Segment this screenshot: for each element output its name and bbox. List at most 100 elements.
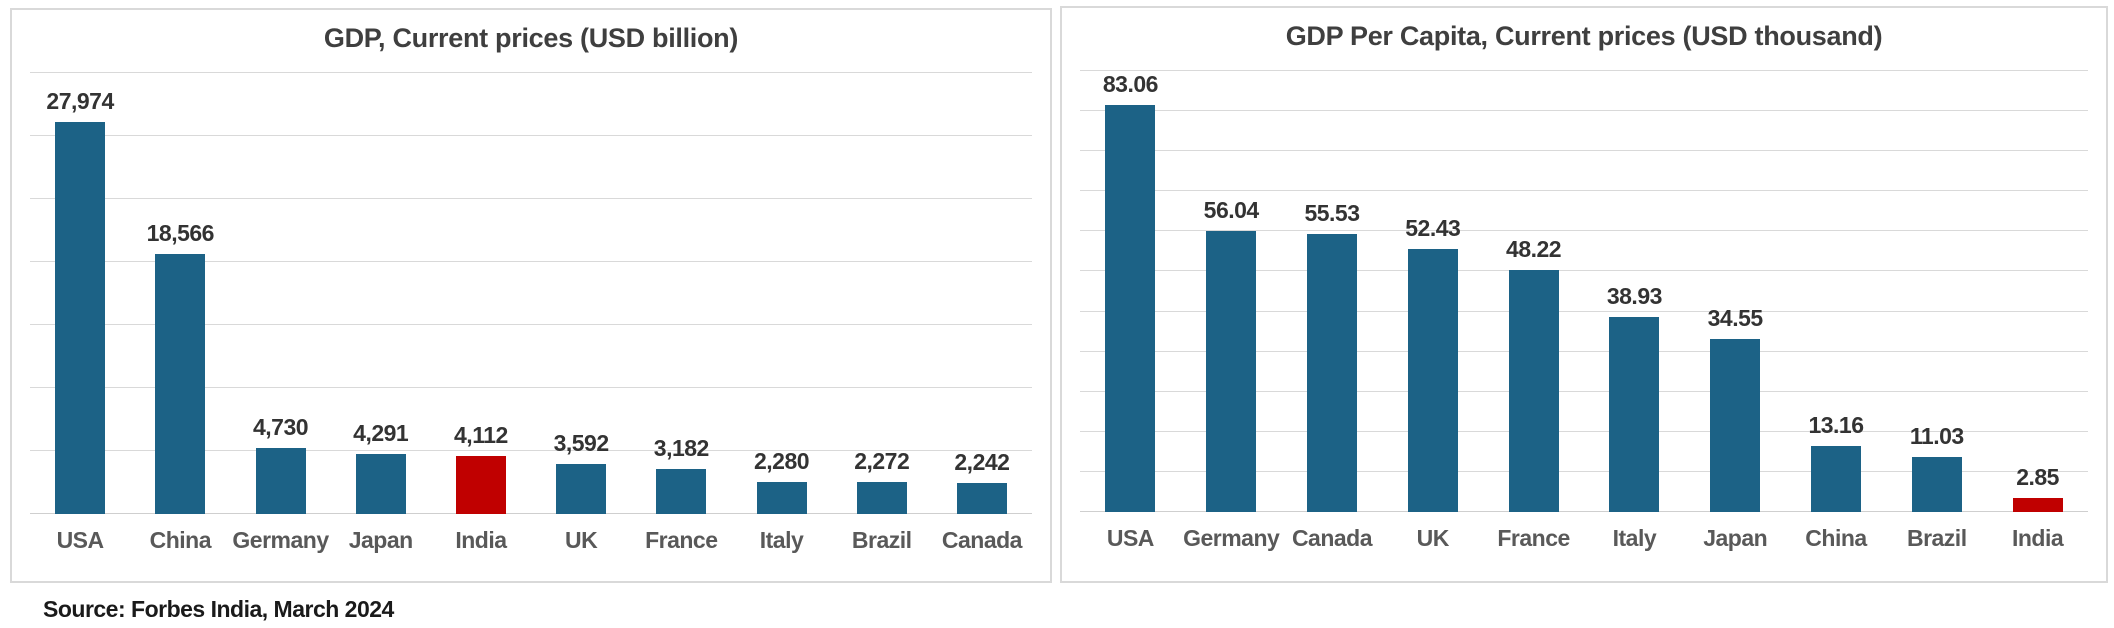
bar-india bbox=[2012, 497, 2063, 512]
bar-slot-canada: 2,242 bbox=[932, 73, 1032, 514]
category-label-italy: Italy bbox=[759, 527, 804, 553]
gdp-chart-category-axis: USA China Germany Japan India UK France Italy Br… bbox=[30, 527, 1032, 554]
category-label-uk: UK bbox=[565, 527, 598, 553]
bar-value-label-india: 2.85 bbox=[2016, 463, 2059, 490]
bar-japan bbox=[355, 453, 406, 514]
gridline bbox=[1080, 70, 2088, 71]
category-label-brazil: Brazil bbox=[1906, 525, 1967, 551]
bar-china bbox=[155, 254, 206, 514]
bar-slot-italy: 38.93 bbox=[1584, 71, 1685, 512]
bar-slot-usa: 27,974 bbox=[30, 73, 130, 514]
bar-slot-france: 3,182 bbox=[631, 73, 731, 514]
bar-value-label-china: 18,566 bbox=[146, 220, 215, 247]
bar-slot-uk: 52.43 bbox=[1382, 71, 1483, 512]
bar-slot-japan: 4,291 bbox=[331, 73, 431, 514]
bar-brazil bbox=[1911, 456, 1962, 512]
gdp-per-capita-chart-plot-area: 83.06 56.04 55.53 52.43 48.22 38.93 34.55 13.16… bbox=[1080, 70, 2088, 512]
category-label-canada: Canada bbox=[1291, 525, 1373, 551]
bar-value-label-france: 3,182 bbox=[653, 435, 710, 462]
bar-canada bbox=[956, 482, 1007, 514]
bar-value-label-canada: 2,242 bbox=[954, 448, 1010, 475]
gridline bbox=[30, 261, 1032, 262]
category-label-italy: Italy bbox=[1612, 525, 1657, 551]
bar-slot-france: 48.22 bbox=[1483, 71, 1584, 512]
bar-slot-india: 2.85 bbox=[1987, 71, 2088, 512]
bar-china bbox=[1810, 446, 1861, 512]
bar-slot-uk: 3,592 bbox=[531, 73, 631, 514]
bar-value-label-france: 48.22 bbox=[1506, 236, 1562, 263]
bar-usa bbox=[55, 122, 106, 514]
category-label-usa: USA bbox=[1106, 525, 1155, 551]
category-label-germany: Germany bbox=[1183, 525, 1280, 551]
category-label-brazil: Brazil bbox=[851, 527, 912, 553]
bar-value-label-japan: 34.55 bbox=[1707, 304, 1764, 331]
gridline bbox=[1080, 350, 2088, 352]
gridline bbox=[1080, 230, 2088, 232]
gridline bbox=[1080, 310, 2088, 312]
gridline bbox=[1080, 470, 2088, 472]
bar-germany bbox=[255, 447, 306, 514]
bar-slot-brazil: 11.03 bbox=[1886, 71, 1987, 512]
bar-value-label-germany: 56.04 bbox=[1203, 197, 1260, 224]
x-axis-line bbox=[1080, 511, 2088, 512]
bar-germany bbox=[1206, 231, 1257, 512]
category-label-usa: USA bbox=[56, 527, 105, 553]
gridline bbox=[30, 198, 1032, 199]
bar-value-label-germany: 4,730 bbox=[252, 413, 309, 440]
bar-value-label-brazil: 11.03 bbox=[1909, 422, 1964, 449]
category-label-canada: Canada bbox=[941, 527, 1023, 553]
bar-italy bbox=[1609, 316, 1660, 512]
bar-japan bbox=[1710, 338, 1761, 512]
category-label-china: China bbox=[149, 527, 212, 553]
gridline bbox=[30, 387, 1032, 388]
bar-value-label-uk: 52.43 bbox=[1405, 215, 1461, 242]
gridline bbox=[30, 450, 1032, 451]
gdp-chart-title: GDP, Current prices (USD billion) bbox=[323, 23, 739, 53]
gridline bbox=[1080, 150, 2088, 152]
bar-value-label-italy: 2,280 bbox=[753, 448, 810, 475]
bar-value-label-usa: 83.06 bbox=[1102, 71, 1159, 97]
x-axis-line bbox=[30, 513, 1032, 514]
gdp-per-capita-chart-category-axis: USA Germany Canada UK France Italy Japan China B… bbox=[1080, 525, 2088, 552]
bar-slot-japan: 34.55 bbox=[1685, 71, 1786, 512]
bar-uk bbox=[1407, 249, 1458, 512]
category-label-japan: Japan bbox=[1703, 525, 1768, 551]
category-label-france: France bbox=[645, 527, 718, 553]
gdp-chart-plot-area: 27,974 18,566 4,730 4,291 4,112 3,592 3,182 2,2… bbox=[30, 72, 1032, 514]
bar-value-label-china: 13.16 bbox=[1808, 412, 1864, 439]
bar-slot-india: 4,112 bbox=[431, 73, 531, 514]
gridline bbox=[1080, 270, 2088, 272]
bar-slot-canada: 55.53 bbox=[1282, 71, 1383, 512]
bar-italy bbox=[756, 482, 807, 514]
bar-usa bbox=[1105, 105, 1156, 512]
gridline bbox=[1080, 430, 2088, 432]
bar-uk bbox=[556, 463, 607, 514]
bar-slot-brazil: 2,272 bbox=[832, 73, 932, 514]
category-label-uk: UK bbox=[1416, 525, 1450, 551]
gridline bbox=[30, 72, 1032, 73]
bar-value-label-italy: 38.93 bbox=[1606, 282, 1663, 309]
bar-france bbox=[656, 469, 707, 514]
gridline bbox=[1080, 190, 2088, 192]
bar-slot-china: 18,566 bbox=[130, 73, 230, 514]
bar-slot-usa: 83.06 bbox=[1080, 71, 1181, 512]
bar-value-label-canada: 55.53 bbox=[1304, 199, 1360, 226]
bar-india bbox=[455, 456, 506, 514]
bar-value-label-usa: 27,974 bbox=[46, 88, 114, 115]
bar-value-label-uk: 3,592 bbox=[553, 429, 610, 456]
gridline bbox=[1080, 390, 2088, 392]
bar-brazil bbox=[856, 482, 907, 514]
source-note: Source: Forbes India, March 2024 bbox=[43, 596, 394, 622]
bar-slot-germany: 56.04 bbox=[1181, 71, 1282, 512]
category-label-china: China bbox=[1805, 525, 1867, 551]
category-label-india: India bbox=[2011, 525, 2064, 551]
gdp-per-capita-chart-title: GDP Per Capita, Current prices (USD thou… bbox=[1285, 21, 1883, 51]
gridline bbox=[30, 324, 1032, 325]
bars-row: 83.06 56.04 55.53 52.43 48.22 38.93 34.55 13.16… bbox=[1080, 71, 2088, 512]
gridline bbox=[1080, 110, 2088, 112]
gdp-per-capita-chart-panel: GDP Per Capita, Current prices (USD thou… bbox=[1060, 6, 2108, 583]
bars-row: 27,974 18,566 4,730 4,291 4,112 3,592 3,182 2,2… bbox=[30, 73, 1032, 514]
bar-value-label-japan: 4,291 bbox=[353, 419, 409, 446]
bar-slot-china: 13.16 bbox=[1786, 71, 1887, 512]
